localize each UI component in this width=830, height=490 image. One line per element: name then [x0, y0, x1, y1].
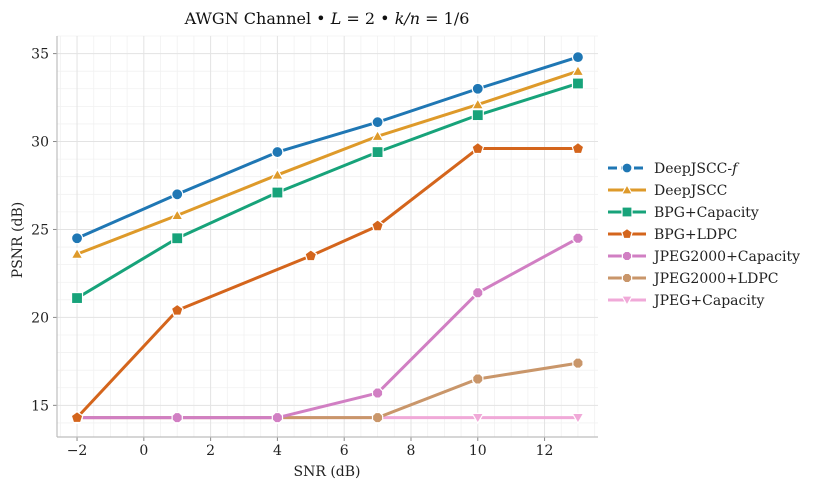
data-point-jpeg2000-capacity — [572, 232, 584, 244]
x-tick-label: 12 — [536, 443, 554, 459]
title-kn-eq: = 1/6 — [420, 9, 469, 28]
x-tick-label: −2 — [67, 443, 88, 459]
legend-label-jpeg2000-capacity: JPEG2000+Capacity — [652, 249, 800, 265]
series-line-bpg-ldpc — [75, 147, 580, 420]
legend: DeepJSCC-fDeepJSCCBPG+CapacityBPG+LDPCJP… — [608, 161, 800, 309]
legend-item-jpeg2000-ldpc: JPEG2000+LDPC — [608, 271, 778, 287]
chart-title: AWGN Channel • L = 2 • k/n = 1/6 — [184, 9, 470, 28]
y-tick-label: 35 — [31, 47, 49, 63]
legend-item-jpeg2000-capacity: JPEG2000+Capacity — [608, 249, 800, 265]
legend-item-bpg-capacity: BPG+Capacity — [608, 205, 759, 221]
x-tick-label: 4 — [273, 443, 282, 459]
axes: −2 0 2 4 6 8 10 12 15 20 25 30 35 — [31, 36, 598, 459]
data-point-jpeg2000-ldpc — [371, 411, 384, 424]
legend-label-jpeg2000-ldpc: JPEG2000+LDPC — [652, 271, 778, 287]
data-point-deepjscc — [70, 247, 84, 259]
data-point-jpeg-capacity — [571, 412, 585, 425]
y-tick-label: 25 — [31, 222, 49, 238]
series-line-jpeg2000-capacity — [75, 236, 580, 420]
data-point-bpg-capacity — [471, 109, 484, 122]
series-line-bpg-capacity — [75, 81, 580, 300]
legend-marker-bpg-capacity — [621, 206, 633, 218]
series-lines — [70, 51, 585, 425]
title-L-var: L — [330, 9, 342, 28]
legend-label-italic: f — [731, 161, 740, 177]
legend-label-bpg-capacity: BPG+Capacity — [654, 205, 759, 221]
legend-label-deepjscc: DeepJSCC — [654, 183, 727, 199]
x-tick-label: 0 — [139, 443, 148, 459]
data-point-bpg-ldpc — [571, 141, 585, 155]
data-point-jpeg2000-capacity — [271, 411, 284, 424]
legend-marker-jpeg2000-ldpc — [621, 272, 633, 284]
legend-label-deepjscc-f: DeepJSCC-f — [654, 161, 740, 177]
data-point-deepjscc-f — [471, 82, 484, 95]
series-line-deepjscc — [75, 69, 580, 256]
data-point-deepjscc-f — [571, 51, 585, 64]
y-tick-label: 15 — [31, 398, 49, 414]
legend-item-deepjscc-f: DeepJSCC-f — [608, 161, 740, 177]
data-point-jpeg2000-ldpc — [572, 357, 584, 369]
data-point-bpg-capacity — [571, 77, 585, 90]
y-tick-label: 30 — [31, 135, 49, 151]
series-deepjscc-f — [70, 51, 585, 245]
data-point-deepjscc-f — [171, 188, 184, 201]
legend-label-jpeg-capacity: JPEG+Capacity — [652, 293, 764, 309]
title-kn-var: k/n — [395, 9, 420, 28]
data-point-jpeg2000-capacity — [472, 287, 484, 299]
data-point-bpg-capacity — [171, 232, 184, 245]
legend-label-main: DeepJSCC- — [654, 161, 732, 177]
data-point-bpg-ldpc — [304, 249, 318, 262]
data-point-jpeg2000-capacity — [171, 411, 183, 424]
legend-marker-jpeg-capacity — [620, 295, 634, 307]
title-L-eq: = 2 • — [341, 9, 394, 28]
data-point-deepjscc — [170, 208, 184, 221]
data-point-deepjscc — [370, 129, 385, 142]
legend-label-bpg-ldpc: BPG+LDPC — [654, 227, 737, 243]
data-point-bpg-capacity — [70, 291, 84, 305]
data-point-deepjscc — [270, 168, 285, 180]
data-point-deepjscc — [571, 64, 585, 77]
series-bpg-ldpc — [70, 141, 585, 424]
data-point-deepjscc — [471, 97, 485, 110]
x-tick-label: 8 — [407, 443, 416, 459]
grid — [57, 35, 598, 437]
x-tick-label: 2 — [206, 443, 215, 459]
legend-item-deepjscc: DeepJSCC — [608, 183, 727, 199]
legend-marker-deepjscc — [620, 183, 634, 195]
data-point-bpg-ldpc — [471, 141, 485, 155]
data-point-bpg-ldpc — [371, 219, 385, 232]
data-point-jpeg2000-capacity — [371, 387, 384, 399]
x-axis-label: SNR (dB) — [293, 464, 360, 480]
data-point-bpg-ldpc — [70, 410, 84, 424]
series-line-deepjscc-f — [75, 55, 580, 240]
legend-item-jpeg-capacity: JPEG+Capacity — [608, 293, 764, 309]
data-point-bpg-ldpc — [170, 303, 184, 316]
data-point-bpg-capacity — [371, 145, 384, 159]
y-axis-label: PSNR (dB) — [10, 202, 26, 278]
data-point-bpg-capacity — [271, 186, 284, 199]
legend-marker-deepjscc-f — [621, 162, 633, 174]
title-prefix: AWGN Channel • — [184, 9, 331, 28]
data-point-jpeg-capacity — [471, 412, 485, 425]
y-tick-label: 20 — [31, 310, 49, 326]
legend-marker-jpeg2000-capacity — [621, 250, 633, 262]
data-point-deepjscc-f — [371, 116, 384, 129]
series-deepjscc — [70, 64, 585, 259]
legend-item-bpg-ldpc: BPG+LDPC — [608, 227, 737, 243]
data-point-jpeg2000-ldpc — [472, 373, 484, 385]
data-point-deepjscc-f — [70, 232, 84, 245]
x-tick-label: 10 — [469, 443, 487, 459]
data-point-deepjscc-f — [271, 145, 284, 159]
x-tick-label: 6 — [340, 443, 349, 459]
series-bpg-capacity — [70, 77, 585, 305]
legend-marker-bpg-ldpc — [621, 227, 633, 240]
